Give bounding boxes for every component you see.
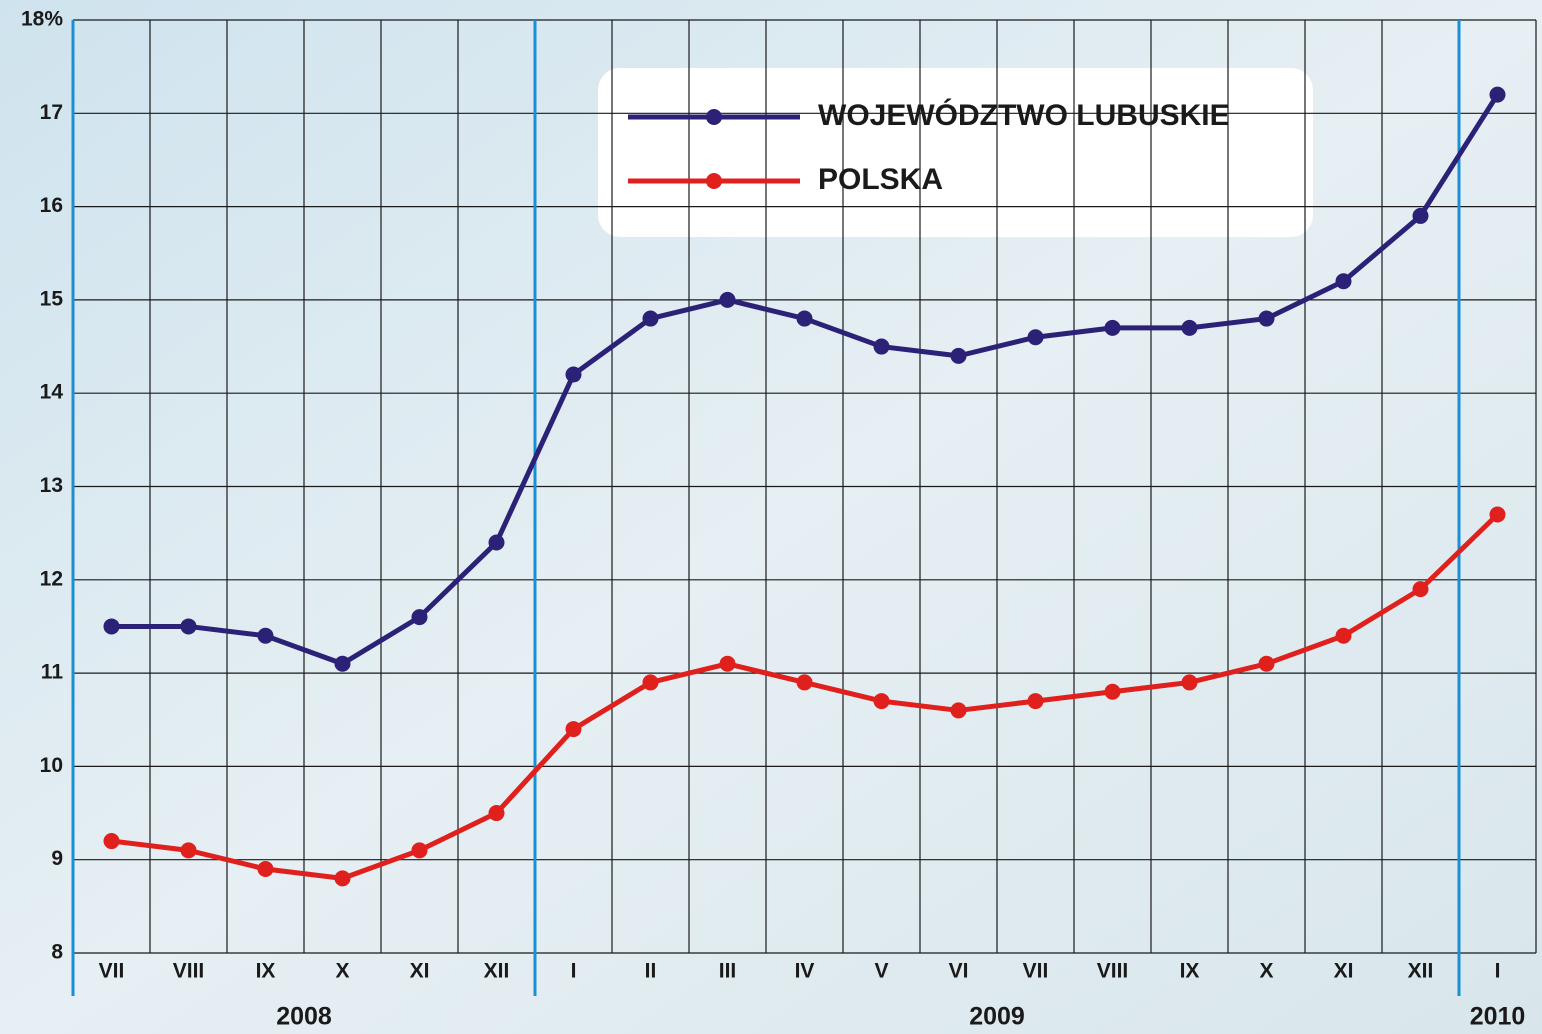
x-tick-label: IX [1180, 960, 1200, 983]
data-point [181, 618, 197, 634]
data-point [1182, 320, 1198, 336]
x-tick-label: I [571, 960, 577, 983]
data-point [1490, 87, 1506, 103]
legend-box [598, 68, 1313, 237]
data-point [951, 702, 967, 718]
y-tick-label: 17 [40, 101, 63, 124]
data-point [1028, 693, 1044, 709]
data-point [104, 618, 120, 634]
legend-marker [706, 109, 722, 125]
legend-label: WOJEWÓDZTWO LUBUSKIE [818, 98, 1230, 132]
data-point [566, 721, 582, 737]
data-point [489, 534, 505, 550]
data-point [181, 842, 197, 858]
data-point [1259, 311, 1275, 327]
data-point [720, 656, 736, 672]
y-tick-label: 12 [40, 567, 63, 590]
x-tick-label: VII [99, 960, 125, 983]
data-point [335, 870, 351, 886]
data-point [104, 833, 120, 849]
data-point [797, 311, 813, 327]
x-tick-label: XI [1334, 960, 1354, 983]
data-point [258, 861, 274, 877]
year-label: 2008 [276, 1003, 332, 1031]
data-point [1336, 273, 1352, 289]
x-tick-label: III [719, 960, 737, 983]
y-tick-label: 8 [51, 941, 63, 964]
data-point [489, 805, 505, 821]
data-point [1105, 684, 1121, 700]
y-tick-label: 10 [40, 754, 63, 777]
data-point [797, 674, 813, 690]
x-tick-label: IX [256, 960, 276, 983]
data-point [566, 367, 582, 383]
legend-label: POLSKA [818, 163, 943, 196]
data-point [258, 628, 274, 644]
y-tick-label: 13 [40, 474, 63, 497]
y-tick-label: 14 [40, 381, 64, 404]
data-point [1259, 656, 1275, 672]
x-tick-label: XI [410, 960, 430, 983]
data-point [1028, 329, 1044, 345]
data-point [1105, 320, 1121, 336]
data-point [335, 656, 351, 672]
legend-marker [706, 173, 722, 189]
data-point [874, 693, 890, 709]
data-point [1490, 506, 1506, 522]
x-tick-label: X [1259, 960, 1273, 983]
x-tick-label: VIII [1097, 960, 1129, 983]
data-point [720, 292, 736, 308]
data-point [1182, 674, 1198, 690]
x-tick-label: X [335, 960, 349, 983]
data-point [412, 842, 428, 858]
y-tick-label: 15 [40, 287, 64, 310]
data-point [1413, 581, 1429, 597]
y-tick-label: 9 [51, 847, 63, 870]
x-tick-label: V [874, 960, 888, 983]
x-tick-label: XII [1408, 960, 1434, 983]
chart: 89101112131415161718%VIIVIIIIXXXIXIIIIII… [0, 0, 1542, 1034]
year-label: 2010 [1470, 1003, 1526, 1031]
x-tick-label: VIII [173, 960, 205, 983]
x-tick-label: IV [795, 960, 815, 983]
data-point [643, 674, 659, 690]
data-point [412, 609, 428, 625]
data-point [951, 348, 967, 364]
x-tick-label: II [645, 960, 657, 983]
y-tick-label: 18% [21, 8, 63, 31]
data-point [1413, 208, 1429, 224]
data-point [1336, 628, 1352, 644]
y-tick-label: 11 [41, 661, 64, 684]
y-tick-label: 16 [40, 194, 63, 217]
data-point [643, 311, 659, 327]
x-tick-label: VI [949, 960, 969, 983]
year-label: 2009 [969, 1003, 1025, 1031]
x-tick-label: XII [484, 960, 510, 983]
data-point [874, 339, 890, 355]
x-tick-label: I [1495, 960, 1501, 983]
x-tick-label: VII [1023, 960, 1049, 983]
